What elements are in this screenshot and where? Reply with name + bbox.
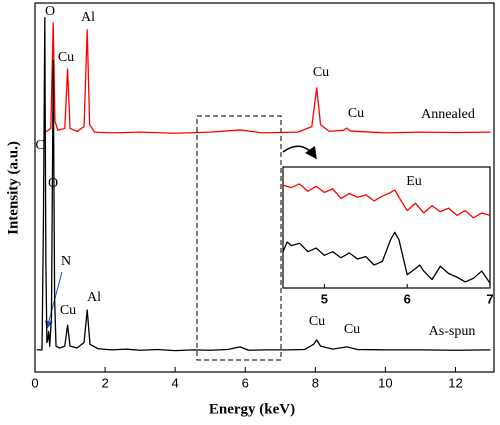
- series-label: As-spun: [429, 324, 476, 339]
- x-tick-label: 8: [312, 375, 319, 390]
- x-tick-label: 7: [486, 291, 493, 306]
- x-tick-label: 4: [172, 375, 179, 390]
- peak-label: Eu: [406, 174, 422, 189]
- plot-frame: [282, 166, 491, 289]
- series-label: Annealed: [421, 107, 475, 122]
- peak-label: Cu: [60, 303, 76, 318]
- x-tick-label: 5: [321, 291, 328, 306]
- x-tick-label: 12: [448, 375, 462, 390]
- plot-frame: [34, 2, 495, 373]
- zoom-arrow: [282, 145, 317, 160]
- zoom-region: [196, 115, 282, 361]
- peak-label: Cu: [58, 50, 74, 65]
- x-tick-label: 0: [31, 375, 38, 390]
- peak-label: Al: [87, 290, 101, 305]
- peak-label: O: [48, 176, 58, 191]
- spectrum-line: [36, 17, 491, 352]
- spectrum-line: [282, 231, 491, 284]
- peak-label: N: [61, 254, 71, 269]
- x-tick-label: 6: [404, 291, 411, 306]
- x-tick-label: 6: [242, 375, 249, 390]
- peak-label: C: [35, 138, 44, 153]
- peak-label: Cu: [313, 65, 329, 80]
- peak-label: Al: [81, 10, 95, 25]
- peak-label: Cu: [309, 314, 325, 329]
- x-axis-label: Energy (keV): [209, 401, 295, 417]
- peak-label: O: [45, 4, 55, 19]
- spectrum-line: [45, 22, 491, 134]
- y-axis-label: Intensity (a.u.): [5, 141, 21, 235]
- x-tick-label: 10: [378, 375, 392, 390]
- spectrum-line: [282, 183, 491, 219]
- peak-label: Cu: [344, 322, 360, 337]
- peak-label: Cu: [348, 106, 364, 121]
- x-tick-label: 2: [101, 375, 108, 390]
